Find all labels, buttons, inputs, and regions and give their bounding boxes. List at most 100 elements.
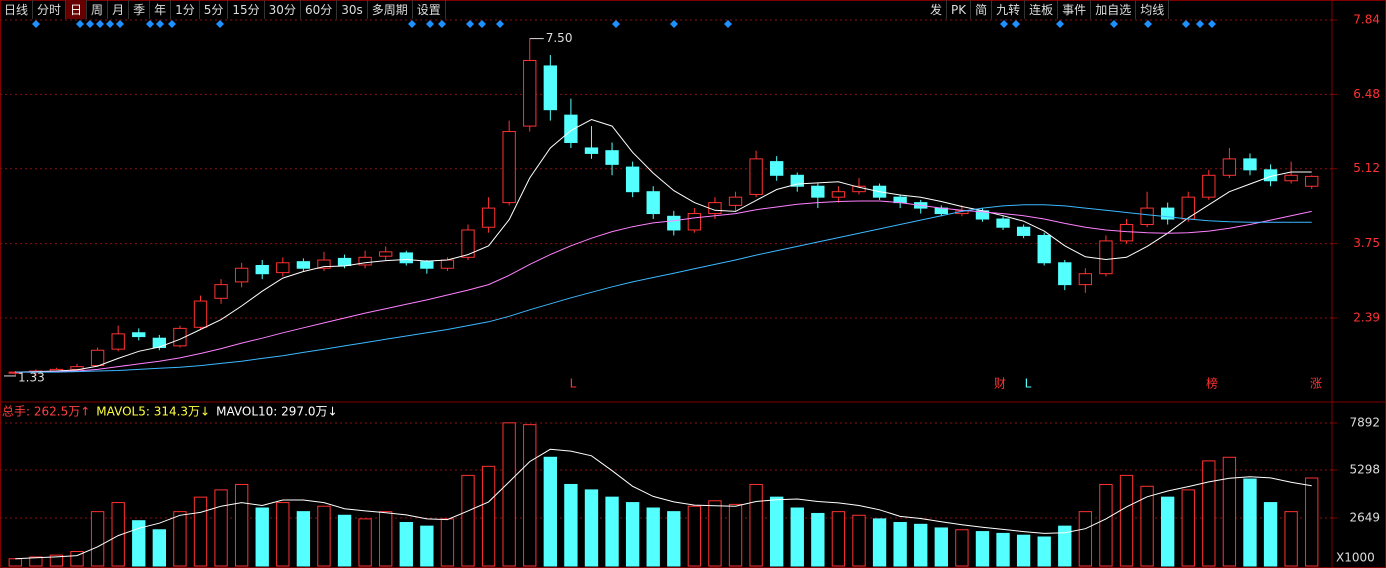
volume-bar [564, 483, 578, 567]
volume-bar [955, 529, 969, 567]
toolbar-button[interactable]: 九转 [992, 0, 1026, 19]
toolbar-button[interactable]: 发 [926, 0, 948, 19]
volume-bar [687, 505, 702, 567]
candle-body [193, 300, 208, 328]
candle-body [1016, 226, 1031, 236]
volume-bar [1037, 536, 1051, 567]
volume-bar [934, 527, 948, 567]
volume-bar [440, 518, 455, 567]
toolbar-button[interactable]: 年 [150, 0, 172, 19]
volume-bar [255, 507, 269, 567]
toolbar-button[interactable]: 季 [129, 0, 151, 19]
marker: L [1025, 377, 1032, 391]
candle-body [584, 147, 599, 154]
marker: 榜 [1206, 376, 1218, 391]
volume-bar [358, 518, 372, 567]
volume-bar [708, 500, 722, 567]
volume-bar [852, 514, 866, 567]
candle-body [255, 265, 269, 275]
volume-bar [49, 554, 64, 567]
toolbar-button[interactable]: 加自选 [1091, 0, 1137, 19]
toolbar-button[interactable]: 5分 [200, 0, 229, 19]
volume-bar [1222, 456, 1237, 567]
toolbar-button[interactable]: 1分 [171, 0, 200, 19]
candle-body [1037, 234, 1051, 264]
candle-body [1099, 240, 1113, 275]
toolbar-button[interactable]: 30分 [265, 0, 301, 19]
volume-bar [749, 483, 763, 567]
ma-line [15, 448, 1312, 560]
toolbar-button[interactable]: 多周期 [368, 0, 413, 19]
y-tick-label: 6.48 [1353, 87, 1380, 101]
candle-body [132, 332, 146, 338]
candle-body [1058, 262, 1072, 286]
toolbar-left: 日线 分时日周月季年 1分 5分 15分 30分 60分 30s 多周期 设置 [0, 0, 446, 19]
toolbar-button[interactable]: PK [947, 0, 972, 19]
candle-body [399, 252, 413, 264]
volume-bar [831, 511, 846, 567]
toolbar-button[interactable]: 连板 [1025, 0, 1059, 19]
candle-body [214, 284, 228, 299]
volume-legend: 总手: 262.5万↑ [2, 405, 90, 419]
volume-bar [214, 489, 228, 567]
y-tick-label: 5.12 [1353, 161, 1380, 175]
toolbar-button[interactable]: 简 [971, 0, 993, 19]
toolbar-button[interactable]: 15分 [228, 0, 265, 19]
volume-bar [1160, 496, 1175, 567]
candle-body [728, 196, 743, 206]
candle-body [1222, 158, 1237, 176]
volume-bar [276, 502, 290, 567]
volume-bar [317, 505, 331, 567]
toolbar-button[interactable]: 分时 [33, 0, 67, 19]
candle-body [1140, 207, 1154, 225]
annotation: 1.33 [18, 370, 45, 384]
toolbar-button[interactable]: 设置 [413, 0, 446, 19]
volume-bar [605, 496, 619, 567]
volume-bar [770, 496, 784, 567]
candle-body [358, 256, 372, 266]
volume-legend: MAVOL5: 314.3万↓ [96, 405, 210, 419]
toolbar-button[interactable]: 60分 [301, 0, 338, 19]
toolbar-button[interactable]: 均线 [1136, 0, 1170, 19]
volume-bar [8, 558, 22, 567]
volume-bar [1243, 478, 1257, 567]
volume-bar [111, 502, 125, 567]
volume-bar [1202, 460, 1216, 567]
marker: 涨 [1310, 376, 1322, 391]
toolbar-button[interactable]: 周 [87, 0, 109, 19]
candle-body [687, 213, 702, 231]
marker: 财 [994, 377, 1006, 391]
volume-bar [152, 529, 167, 567]
candle-body [770, 161, 784, 176]
toolbar-button[interactable]: 事件 [1058, 0, 1092, 19]
candle-body [296, 261, 311, 269]
toolbar-button[interactable]: 日线 [0, 0, 34, 19]
volume-bar [29, 556, 43, 567]
candle-body [625, 166, 640, 193]
volume-bar [584, 489, 599, 567]
candle-body [1243, 158, 1257, 171]
ma-line [15, 200, 1312, 373]
volume-bar [502, 422, 516, 567]
volume-bar [893, 522, 907, 567]
y-tick-label: 7892 [1349, 415, 1380, 429]
volume-bar [543, 456, 557, 567]
volume-bar [1181, 489, 1195, 567]
toolbar-button[interactable]: 30s [337, 0, 368, 19]
candle-body [1078, 273, 1093, 286]
toolbar-button[interactable]: 日 [66, 0, 88, 19]
toolbar-button[interactable]: 月 [108, 0, 130, 19]
candle-body [111, 333, 125, 350]
volume-bar [667, 511, 681, 567]
candle-body [1119, 223, 1134, 242]
volume-bar [173, 511, 187, 567]
candle-body [317, 259, 331, 269]
volume-bar [296, 511, 311, 567]
candle-body [564, 114, 578, 143]
candle-body [276, 262, 290, 274]
candle-body [379, 251, 393, 257]
volume-bar [1016, 534, 1031, 567]
signal-diamonds [32, 20, 1216, 28]
